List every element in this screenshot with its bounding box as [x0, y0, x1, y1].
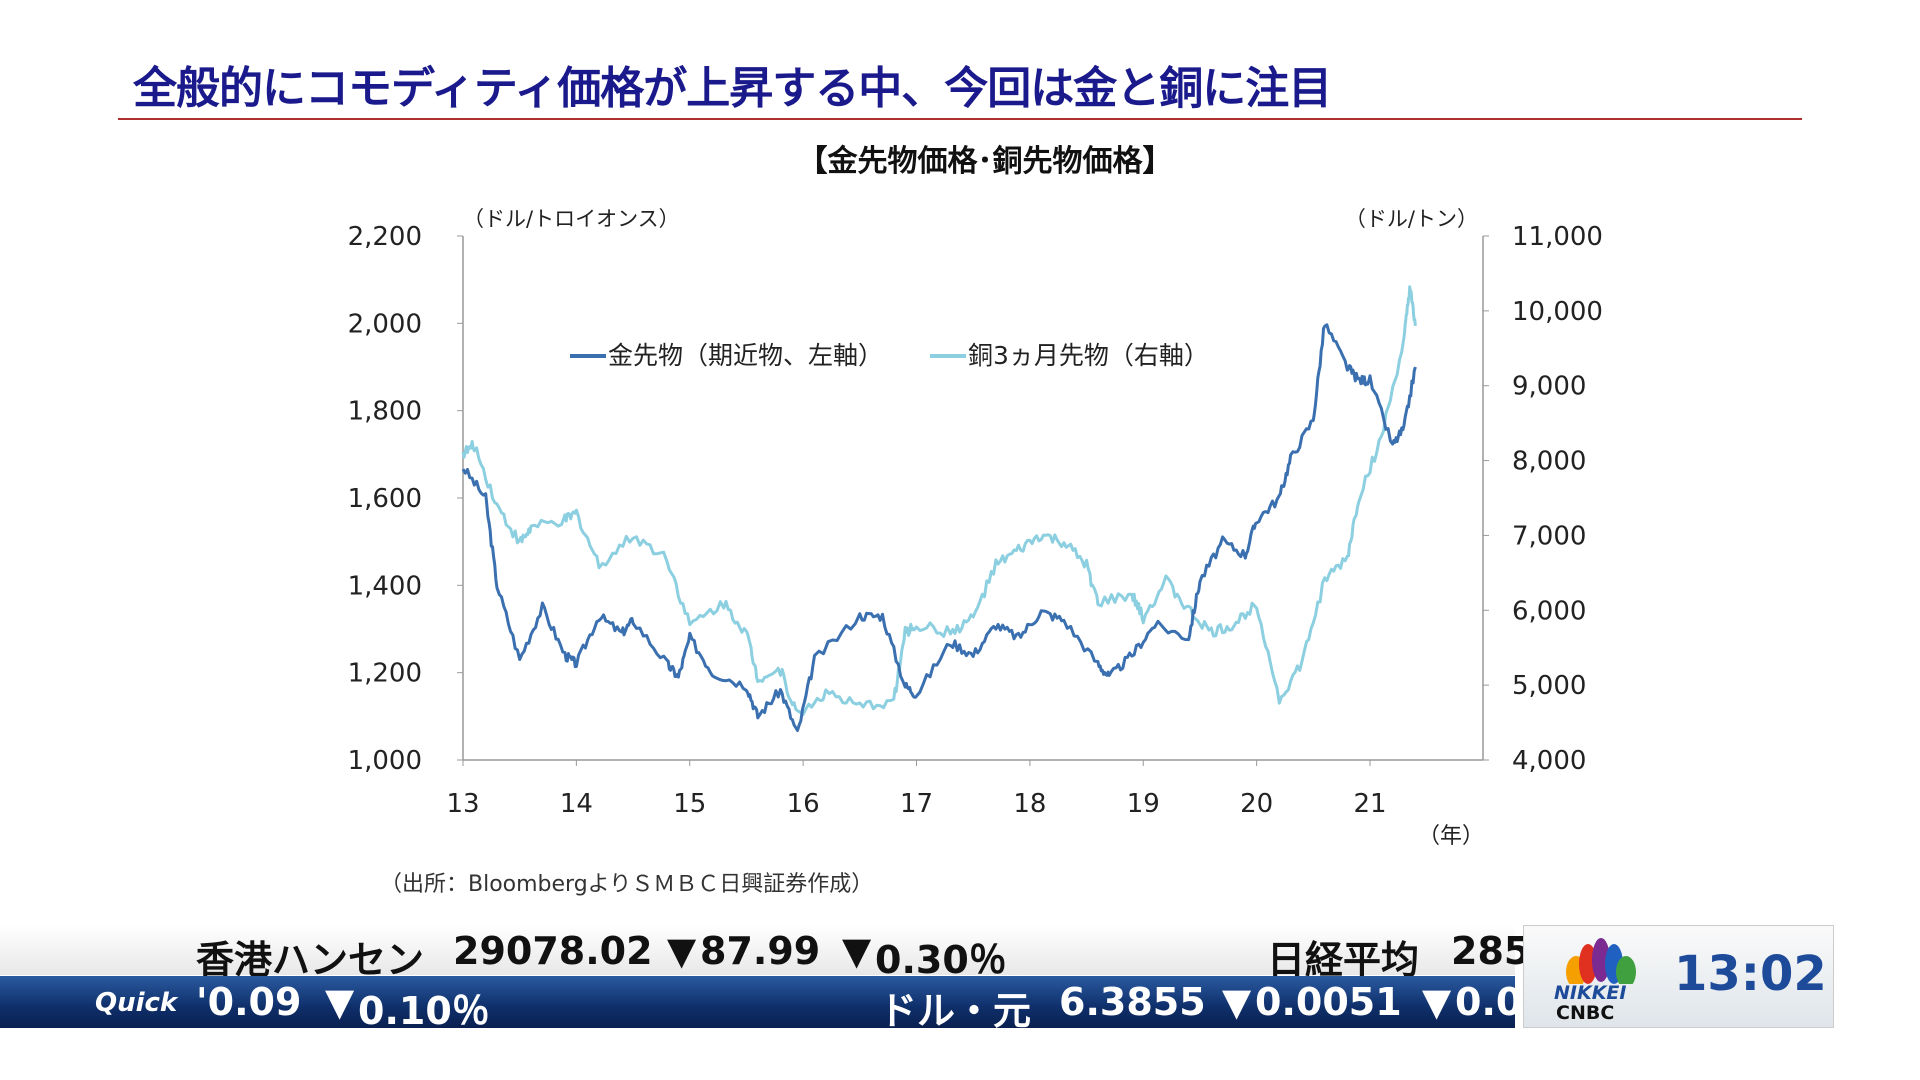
ticker-value: 6.3855: [1059, 980, 1206, 1024]
ticker-bottom: Quick '0.09 ▼ 0.10％ ドル・元 6.3855 ▼ 0.0051…: [0, 976, 1515, 1028]
x-tick-label: 17: [900, 789, 933, 819]
ticker-percent: 0.30％: [875, 938, 1007, 982]
down-triangle-icon: ▼: [1222, 980, 1252, 1024]
left-tick-label: 2,000: [348, 309, 422, 339]
ticker-label: 香港ハンセン: [196, 938, 425, 982]
cnbc-text: CNBC: [1556, 1002, 1615, 1024]
legend-label: 金先物（期近物、左軸）: [608, 341, 883, 370]
ticker-label: ドル・元: [879, 989, 1032, 1028]
x-axis-unit: （年）: [1418, 824, 1484, 849]
series-line-gold: [461, 323, 1417, 732]
x-tick-label: 15: [673, 789, 706, 819]
ticker-change: 0.0051: [1255, 980, 1402, 1024]
series-line-copper: [461, 285, 1417, 716]
left-tick-label: 1,600: [348, 484, 422, 514]
channel-logo-box: NIKKEI CNBC 13:02: [1523, 925, 1834, 1028]
left-tick-label: 1,200: [348, 659, 422, 689]
ticker-value: 29078.02: [453, 929, 653, 973]
x-tick-label: 16: [787, 789, 820, 819]
ticker-top: 香港ハンセン 29078.02 ▼ 87.99 ▼ 0.30％ 日経平均 285: [0, 925, 1530, 982]
chart-title: 【金先物価格･銅先物価格】: [797, 144, 1173, 179]
x-tick-label: 14: [560, 789, 593, 819]
x-tick-label: 13: [446, 789, 479, 819]
ticker-percent: 0.10％: [358, 989, 490, 1028]
down-triangle-icon: ▼: [842, 929, 872, 973]
ticker-percent: 0.0: [1455, 980, 1515, 1024]
left-tick-label: 1,000: [348, 746, 422, 776]
legend-label: 銅3ヵ月先物（右軸）: [968, 341, 1209, 370]
x-tick-label: 18: [1013, 789, 1046, 819]
right-tick-label: 7,000: [1512, 521, 1586, 551]
x-tick-label: 19: [1127, 789, 1160, 819]
source-note: （出所：BloombergよりＳＭＢＣ日興証券作成）: [380, 872, 874, 897]
right-axis-unit: （ドル/トン）: [1345, 207, 1478, 231]
down-triangle-icon: ▼: [1422, 980, 1452, 1024]
left-tick-label: 2,200: [348, 222, 422, 252]
right-tick-label: 11,000: [1512, 222, 1603, 252]
down-triangle-icon: ▼: [667, 929, 697, 973]
right-tick-label: 10,000: [1512, 297, 1603, 327]
left-tick-label: 1,800: [348, 397, 422, 427]
x-tick-label: 21: [1353, 789, 1386, 819]
ticker-value: '0.09: [196, 980, 302, 1024]
down-triangle-icon: ▼: [325, 980, 355, 1024]
title-divider: [118, 118, 1802, 120]
quick-logo: Quick: [95, 988, 178, 1018]
ticker-change: 87.99: [700, 929, 821, 973]
peacock-logo-icon: [1566, 938, 1636, 984]
x-tick-label: 20: [1240, 789, 1273, 819]
right-tick-label: 6,000: [1512, 596, 1586, 626]
right-tick-label: 5,000: [1512, 671, 1586, 701]
clock: 13:02: [1674, 946, 1827, 1002]
nikkei-text: NIKKEI: [1554, 982, 1627, 1004]
commodity-chart: 1,000 1,200 1,400 1,600 1,800 2,000 2,200 4,000…: [348, 207, 1603, 849]
slide-title: 全般的にコモディティ価格が上昇する中、今回は金と銅に注目: [133, 63, 1332, 114]
right-tick-label: 8,000: [1512, 447, 1586, 477]
right-tick-label: 4,000: [1512, 746, 1586, 776]
right-tick-label: 9,000: [1512, 372, 1586, 402]
ticker-value: 285: [1451, 929, 1531, 973]
left-axis-unit: （ドル/トロイオンス）: [463, 207, 680, 231]
left-tick-label: 1,400: [348, 571, 422, 601]
ticker-label: 日経平均: [1267, 938, 1420, 982]
